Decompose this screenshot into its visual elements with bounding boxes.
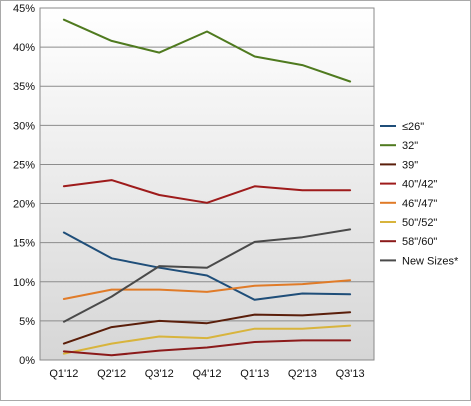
y-tick-label: 25% bbox=[13, 159, 35, 171]
y-tick-label: 35% bbox=[13, 81, 35, 93]
legend-label: 46"/47" bbox=[402, 198, 437, 210]
x-tick-label: Q4'12 bbox=[192, 368, 221, 380]
series-line bbox=[62, 228, 352, 323]
series-lines bbox=[62, 18, 352, 357]
x-axis-tick-labels: Q1'12 Q2'12 Q3'12 Q4'12 Q1'13 Q2'13 Q3'13 bbox=[49, 368, 364, 380]
series-line bbox=[62, 179, 352, 204]
y-tick-label: 20% bbox=[13, 199, 35, 211]
y-tick-label: 10% bbox=[13, 277, 35, 289]
y-tick-label: 30% bbox=[13, 120, 35, 132]
series-line bbox=[62, 279, 352, 300]
legend-label: 58"/60" bbox=[402, 236, 437, 248]
x-tick-label: Q1'13 bbox=[240, 368, 269, 380]
legend-label: ≤26" bbox=[402, 121, 424, 133]
y-tick-label: 45% bbox=[13, 3, 35, 15]
y-tick-label: 0% bbox=[19, 355, 35, 367]
series-line bbox=[62, 339, 352, 357]
x-tick-label: Q1'12 bbox=[49, 368, 78, 380]
series-line bbox=[62, 311, 352, 345]
y-tick-label: 40% bbox=[13, 42, 35, 54]
x-tick-label: Q2'13 bbox=[288, 368, 317, 380]
series-line bbox=[62, 18, 352, 83]
legend-label: 50"/52" bbox=[402, 217, 437, 229]
y-axis-tick-labels: 0% 5% 10% 15% 20% 25% 30% 35% 40% 45% bbox=[13, 3, 35, 367]
x-tick-label: Q3'13 bbox=[336, 368, 365, 380]
gridlines bbox=[40, 46, 374, 322]
y-tick-label: 15% bbox=[13, 238, 35, 250]
series-line bbox=[62, 324, 352, 355]
x-tick-label: Q3'12 bbox=[145, 368, 174, 380]
legend-label: 32" bbox=[402, 140, 418, 152]
plot-area bbox=[39, 7, 375, 361]
y-tick-label: 5% bbox=[19, 316, 35, 328]
x-tick-label: Q2'12 bbox=[97, 368, 126, 380]
legend: ≤26" 32" 39" 40"/42" 46"/47" 50"/52" 58"/60" Ne… bbox=[380, 121, 459, 267]
legend-label: 40"/42" bbox=[402, 179, 437, 191]
series-line bbox=[62, 231, 352, 301]
legend-label: New Sizes* bbox=[402, 255, 459, 267]
legend-label: 39" bbox=[402, 159, 418, 171]
